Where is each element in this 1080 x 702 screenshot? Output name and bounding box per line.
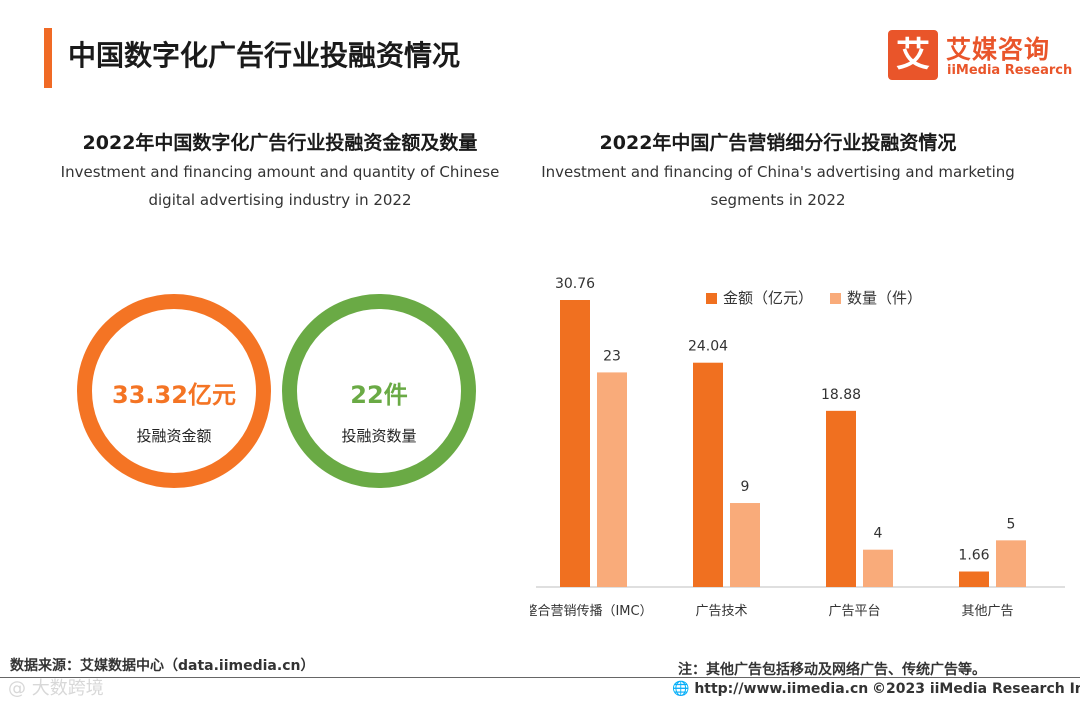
bar-amount-2 (826, 410, 856, 587)
legend-amount-label: 金额（亿元） (723, 289, 814, 307)
amount-label: 投融资金额 (136, 427, 212, 445)
legend-count: 数量（件） (830, 287, 922, 308)
right-section-subtitle: Investment and financing of China's adve… (541, 163, 1015, 209)
category-label-0: 整合营销传播（IMC） (530, 604, 653, 619)
bar-amount-3 (959, 571, 989, 587)
page-title: 中国数字化广告行业投融资情况 (68, 39, 461, 72)
bar-count-2 (863, 549, 893, 587)
category-label-2: 广告平台 (828, 604, 880, 619)
footer-divider (0, 677, 1080, 678)
logo-mark: 艾 (888, 30, 938, 80)
category-label-1: 广告技术 (695, 604, 747, 619)
footer-url-text: http://www.iimedia.cn (694, 681, 869, 697)
bar-amount-1 (693, 362, 723, 587)
data-source: 数据来源：艾媒数据中心（data.iimedia.cn） (10, 658, 315, 674)
footer-url[interactable]: 🌐 http://www.iimedia.cn (672, 681, 868, 697)
data-label-amount-2: 18.88 (821, 387, 861, 403)
bar-count-3 (996, 540, 1026, 587)
data-label-count-2: 4 (874, 526, 883, 542)
data-label-count-3: 5 (1007, 516, 1016, 532)
data-label-amount-0: 30.76 (555, 276, 595, 292)
count-value: 22件 (350, 381, 408, 409)
bar-count-1 (730, 503, 760, 587)
legend-amount-swatch (706, 293, 717, 304)
data-label-amount-3: 1.66 (958, 548, 989, 564)
bar-amount-0 (560, 300, 590, 587)
legend-count-label: 数量（件） (847, 289, 923, 307)
globe-icon: 🌐 (672, 681, 690, 697)
logo-cn-text: 艾媒咨询 (946, 35, 1051, 64)
left-section-title: 2022年中国数字化广告行业投融资金额及数量 (82, 132, 478, 154)
amount-value: 33.32亿元 (112, 381, 236, 409)
left-section-subtitle: Investment and financing amount and quan… (60, 163, 500, 209)
footnote: 注：其他广告包括移动及网络广告、传统广告等。 (678, 662, 986, 678)
iimedia-logo[interactable]: 艾 艾媒咨询 iiMedia Research (888, 30, 1072, 82)
right-section-title: 2022年中国广告营销细分行业投融资情况 (599, 132, 957, 154)
data-label-amount-1: 24.04 (688, 339, 728, 355)
watermark: @ 大数跨境 (8, 678, 104, 699)
segment-bar-chart: 30.76 23 整合营销传播（IMC） 24.04 9 广告技术 18.88 4 广告平台 1.… (530, 276, 1065, 619)
legend-count-swatch (830, 293, 841, 304)
logo-en-text: iiMedia Research (947, 63, 1073, 78)
category-label-3: 其他广告 (961, 604, 1013, 619)
title-accent-bar (44, 28, 52, 88)
copyright: ©2023 iiMedia Research Inc (872, 681, 1080, 697)
data-label-count-1: 9 (741, 479, 750, 495)
data-label-count-0: 23 (603, 348, 621, 364)
legend-amount: 金额（亿元） (706, 287, 813, 308)
bar-count-0 (597, 372, 627, 587)
count-label: 投融资数量 (341, 427, 417, 445)
